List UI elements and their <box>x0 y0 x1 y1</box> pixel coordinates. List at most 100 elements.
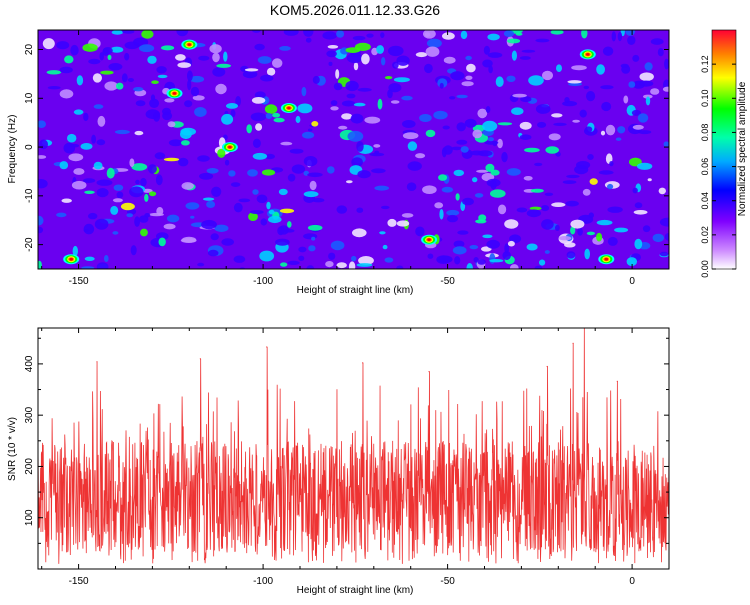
spectrogram-texture-blob <box>156 207 164 216</box>
spectrogram-texture-blob <box>187 70 193 82</box>
spectrogram-texture-blob <box>530 188 544 193</box>
spectrogram-texture-blob <box>325 261 334 268</box>
colorbar-tick-label: 0.10 <box>700 90 710 108</box>
spectrogram-texture-blob <box>446 209 460 216</box>
spectrogram-texture-blob <box>469 245 479 250</box>
spectrogram-texture-blob <box>407 141 418 151</box>
spectrogram-texture-blob <box>396 55 410 66</box>
spectrogram-texture-blob <box>607 206 623 213</box>
spectrogram-texture-blob <box>571 65 587 71</box>
spectrogram-texture-blob <box>354 42 371 52</box>
spectrogram-texture-blob <box>279 46 291 51</box>
spectrogram-texture-blob <box>163 223 176 230</box>
spectrogram-texture-blob <box>266 201 271 210</box>
spectrogram-texture-blob <box>277 226 285 236</box>
spectrogram-texture-blob <box>350 113 364 124</box>
spectrogram-texture-blob <box>84 256 95 261</box>
spectrogram-texture-blob <box>190 215 195 219</box>
spectrogram-texture-blob <box>184 100 193 108</box>
spectrogram-texture-blob <box>588 212 594 219</box>
spectrogram-texture-blob <box>570 226 576 235</box>
spectrogram-texture-blob <box>506 168 521 176</box>
spectrogram-texture-blob <box>104 81 118 91</box>
spectrogram-texture-blob <box>254 43 265 51</box>
spectrogram-texture-blob <box>506 75 516 83</box>
spectrogram-texture-blob <box>70 44 79 56</box>
spectrogram-texture-blob <box>607 183 614 190</box>
spectrogram-texture-blob <box>419 114 432 122</box>
spectrogram-texture-blob <box>512 93 527 98</box>
spectrogram-texture-blob <box>287 221 292 228</box>
spectrogram-texture-blob <box>312 198 325 203</box>
spectrogram-texture-blob <box>644 62 653 71</box>
spectrogram-texture-blob <box>38 260 42 269</box>
spectrogram-texture-blob <box>511 50 517 61</box>
spectrogram-texture-blob <box>381 57 386 66</box>
spectrogram-texture-blob <box>81 266 95 269</box>
spectrogram-texture-blob <box>147 55 157 64</box>
spectrogram-texture-blob <box>380 32 385 38</box>
spectrogram-texture-blob <box>108 62 123 71</box>
colorbar-tick-label: 0.08 <box>700 124 710 142</box>
spectrogram-texture-blob <box>228 170 236 177</box>
colorbar-label: Normalized spectral amplitude <box>737 81 748 216</box>
spectrogram-texture-blob <box>605 124 616 136</box>
spectrogram-texture-blob <box>353 102 366 107</box>
spectrogram-texture-blob <box>453 240 465 248</box>
spectrogram-texture-blob <box>113 184 124 191</box>
spectrogram-texture-blob <box>556 64 562 72</box>
spectrogram-texture-blob <box>625 30 636 36</box>
spectrogram-texture-blob <box>73 109 84 115</box>
spectrogram-texture-blob <box>106 167 115 179</box>
spectrogram-texture-blob <box>151 80 159 84</box>
spectrogram-texture-blob <box>308 245 316 252</box>
spectrogram-texture-blob <box>305 37 312 43</box>
spectrogram-texture-blob <box>96 262 109 269</box>
spectrogram-texture-blob <box>465 55 472 61</box>
spectrogram-texture-blob <box>103 47 113 55</box>
spectrogram-texture-blob <box>140 177 147 187</box>
spectrogram-texture-blob <box>611 31 616 42</box>
spectrogram-texture-blob <box>474 193 484 198</box>
spectrogram-texture-blob <box>526 209 542 218</box>
spectrogram-texture-blob <box>476 169 489 173</box>
spectrogram-texture-blob <box>116 82 124 90</box>
spectrogram-texture-blob <box>396 220 410 227</box>
spectrogram-texture-blob <box>168 139 183 147</box>
spectrogram-texture-blob <box>187 79 192 91</box>
spectrogram-texture-blob <box>357 87 372 92</box>
spectrogram-texture-blob <box>617 126 626 134</box>
spectrogram-texture-blob <box>528 75 544 86</box>
spectrogram-texture-blob <box>551 202 566 207</box>
spectrogram-texture-blob <box>495 76 504 87</box>
spectrogram-texture-blob <box>488 65 493 74</box>
spectrogram-texture-blob <box>306 265 315 269</box>
spectrogram-texture-blob <box>226 103 238 109</box>
spectrogram-texture-blob <box>194 107 207 117</box>
snr-y-tick-label: 200 <box>24 458 35 475</box>
hot-spot-ring <box>427 238 431 242</box>
spectrogram-texture-blob <box>356 207 364 213</box>
spectrogram-texture-blob <box>623 95 629 104</box>
snr-peak-point <box>362 362 364 364</box>
spectrogram-texture-blob <box>180 238 197 243</box>
spectrogram-texture-blob <box>357 170 371 179</box>
spectrogram-texture-blob <box>297 103 313 114</box>
snr-x-tick-label: -100 <box>253 576 273 587</box>
spectrogram-texture-blob <box>388 45 404 57</box>
spectrogram-texture-blob <box>502 251 512 260</box>
spectrogram-texture-blob <box>587 154 594 160</box>
spectrogram-texture-blob <box>423 30 436 39</box>
spectrogram-texture-blob <box>129 186 144 198</box>
spectrogram-texture-blob <box>516 207 528 213</box>
snr-peak-point <box>199 358 201 360</box>
snr-peak-point <box>428 371 430 373</box>
spectrogram-texture-blob <box>582 188 591 196</box>
spectrogram-texture-blob <box>633 210 648 215</box>
snr-peak-point <box>546 365 548 368</box>
spectrogram-y-tick-label: -10 <box>24 188 35 203</box>
spectrogram-x-tick-label: -100 <box>253 276 273 287</box>
spectrogram-texture-blob <box>202 197 215 201</box>
spectrogram-texture-blob <box>59 89 74 99</box>
spectrogram-texture-blob <box>373 144 381 148</box>
